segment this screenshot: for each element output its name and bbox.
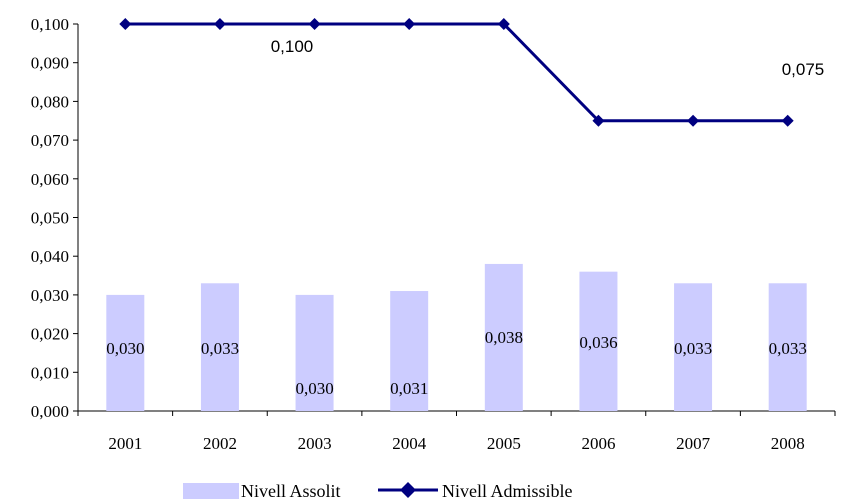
- y-tick-label: 0,100: [31, 15, 69, 34]
- bar: [106, 294, 145, 411]
- bar: [390, 291, 429, 411]
- line-point-diamond-icon: [687, 114, 700, 127]
- y-tick-label: 0,070: [31, 131, 69, 150]
- bar-data-label: 0,036: [579, 333, 617, 352]
- line-point-diamond-icon: [781, 114, 794, 127]
- bar: [674, 283, 713, 411]
- line-point-diamond-icon: [213, 18, 226, 30]
- bar-data-label: 0,030: [295, 379, 333, 398]
- x-tick-label: 2007: [676, 434, 711, 453]
- line-point-diamond-icon: [497, 18, 510, 30]
- y-tick-label: 0,060: [31, 170, 69, 189]
- line-series-nivell-admissible: [119, 18, 794, 127]
- bar-series-nivell-assolit: [106, 263, 807, 411]
- line-point-diamond-icon: [592, 114, 605, 127]
- bar: [484, 263, 523, 411]
- y-tick-label: 0,040: [31, 247, 69, 266]
- y-tick-label: 0,090: [31, 54, 69, 73]
- x-tick-label: 2002: [203, 434, 237, 453]
- bar-data-label: 0,033: [674, 339, 712, 358]
- y-tick-label: 0,050: [31, 209, 69, 228]
- line-point-diamond-icon: [119, 18, 132, 30]
- series-line: [125, 22, 788, 123]
- bar: [200, 283, 239, 411]
- line-annotation: 0,100: [271, 37, 314, 56]
- x-tick-label: 2003: [298, 434, 332, 453]
- legend-swatch-nivell-assolit: [183, 483, 239, 499]
- y-tick-label: 0,000: [31, 402, 69, 421]
- x-tick-label: 2008: [771, 434, 805, 453]
- x-tick-label: 2005: [487, 434, 521, 453]
- legend-marker-diamond-icon: [400, 482, 416, 498]
- line-annotation: 0,075: [782, 60, 825, 79]
- legend-label-nivell-admissible: Nivell Admissible: [442, 481, 573, 501]
- bar: [295, 294, 334, 411]
- bar: [768, 283, 807, 411]
- line-point-diamond-icon: [308, 18, 321, 30]
- bar: [579, 271, 618, 411]
- y-tick-label: 0,020: [31, 325, 69, 344]
- y-axis: 0,000 0,010 0,020 0,030 0,040 0,050 0,060 0,070…: [31, 15, 79, 421]
- line-point-diamond-icon: [403, 18, 416, 30]
- data-labels: 0,030 0,033 0,030 0,031 0,038 0,036 0,033 0,033…: [106, 37, 824, 398]
- legend: Nivell Assolit Nivell Admissible: [183, 481, 573, 501]
- legend-label-nivell-assolit: Nivell Assolit: [241, 481, 341, 501]
- bar-data-label: 0,030: [106, 339, 144, 358]
- y-tick-label: 0,010: [31, 363, 69, 382]
- bar-data-label: 0,033: [201, 339, 239, 358]
- y-tick-label: 0,080: [31, 92, 69, 111]
- y-tick-label: 0,030: [31, 286, 69, 305]
- x-axis: 2001 2002 2003 2004 2005 2006 2007 2008: [77, 410, 836, 453]
- x-tick-label: 2004: [392, 434, 427, 453]
- bar-data-label: 0,038: [485, 328, 523, 347]
- x-tick-label: 2001: [108, 434, 142, 453]
- x-tick-label: 2006: [581, 434, 615, 453]
- bar-data-label: 0,033: [769, 339, 807, 358]
- bar-data-label: 0,031: [390, 379, 428, 398]
